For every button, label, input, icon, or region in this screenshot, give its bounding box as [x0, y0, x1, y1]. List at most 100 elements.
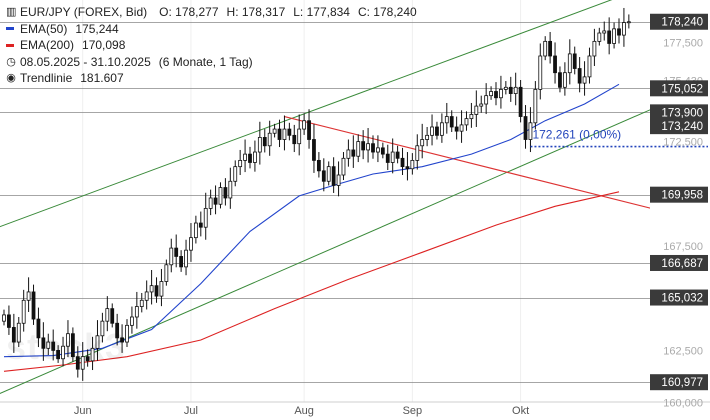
candle-body	[159, 281, 164, 297]
price-label-box	[650, 186, 708, 203]
gridlines	[0, 0, 710, 403]
legend-ema200-value: 170,098	[82, 38, 126, 52]
price-label-box	[650, 104, 708, 121]
candle-body	[626, 21, 631, 24]
candle-body	[533, 89, 538, 124]
ema200-swatch-icon	[6, 43, 14, 47]
candle-body	[51, 341, 56, 351]
candle-body	[297, 128, 302, 145]
candle-body	[41, 337, 46, 349]
candle-body	[287, 128, 292, 136]
candle-body	[100, 320, 105, 337]
candle-body	[120, 337, 124, 343]
y-tick-label: 162,500	[663, 345, 703, 357]
price-label-box	[650, 118, 708, 135]
candle-body	[543, 40, 548, 57]
price-label-box	[650, 13, 708, 30]
price-label-box	[650, 254, 708, 271]
channel-upper-line	[0, 0, 613, 228]
target-icon: ◉	[6, 72, 16, 84]
candle-body	[341, 157, 346, 176]
candle-body	[582, 76, 587, 84]
candle-body	[380, 147, 385, 155]
x-tick-label: Aug	[294, 405, 314, 417]
candle-body	[499, 89, 503, 99]
candle-body	[356, 141, 361, 157]
candle-body	[164, 264, 169, 282]
candle-body	[376, 147, 380, 153]
candle-body	[208, 197, 213, 209]
candle-body	[277, 128, 282, 140]
candle-body	[233, 166, 238, 182]
candle-body	[139, 299, 144, 307]
candle-body	[56, 349, 61, 360]
price-label-text: 169,958	[661, 190, 703, 202]
candle-body	[410, 159, 415, 170]
candle-body	[198, 222, 203, 228]
candle-body	[70, 333, 75, 358]
y-tick-label: 167,500	[663, 241, 703, 253]
candle-body	[405, 166, 410, 170]
price-label-text: 160,977	[661, 377, 703, 389]
candle-body	[223, 187, 228, 199]
candle-body	[597, 32, 602, 42]
chart-legend: ▥ EUR/JPY (FOREX, Bid) O: 178,277 H: 178…	[6, 4, 417, 87]
candle-body	[272, 128, 277, 134]
legend-trendline-value: 181.607	[80, 71, 124, 85]
candle-body	[321, 170, 326, 182]
candle-body	[587, 55, 592, 78]
legend-trendline-row: ◉ Trendlinie 181.607	[6, 70, 417, 87]
candle-body	[430, 126, 434, 136]
candle-body	[553, 55, 557, 74]
candle-body	[420, 139, 425, 147]
candle-body	[464, 118, 469, 126]
candle-body	[577, 68, 582, 84]
candle-body	[80, 356, 85, 370]
candle-body	[26, 291, 31, 301]
candle-body	[149, 285, 154, 293]
candle-body	[307, 120, 311, 140]
candle-body	[548, 40, 553, 57]
candle-body	[193, 222, 198, 239]
legend-ema50-value: 175,244	[75, 21, 119, 36]
candle-body	[257, 137, 262, 153]
candle-body	[203, 208, 208, 228]
price-label-box	[650, 289, 708, 306]
candle-body	[444, 116, 449, 124]
candle-body	[90, 347, 95, 362]
candle-body	[134, 306, 139, 318]
price-label-text: 166,687	[661, 258, 703, 270]
x-tick-label: Sep	[403, 405, 423, 417]
candle-body	[105, 308, 110, 322]
price-label-text: 173,240	[661, 121, 703, 133]
horizontal-levels	[0, 22, 650, 383]
candle-body	[336, 174, 341, 186]
legend-ema50-label: EMA(50)	[20, 21, 68, 36]
candle-body	[292, 134, 297, 145]
candle-body	[61, 345, 65, 360]
candle-body	[503, 86, 508, 90]
candles	[2, 7, 631, 381]
legend-low: L: 177,834	[293, 5, 350, 19]
legend-instrument: EUR/JPY (FOREX, Bid)	[20, 5, 148, 19]
candle-body	[36, 318, 41, 339]
legend-period-detail: (6 Monate, 1 Tag)	[158, 54, 253, 69]
candle-body	[361, 141, 366, 151]
price-label-text: 165,032	[661, 293, 703, 305]
candle-body	[228, 180, 233, 199]
candle-body	[612, 28, 616, 44]
candle-body	[346, 149, 351, 159]
candle-body	[435, 126, 439, 136]
candle-body	[528, 122, 533, 140]
candle-body	[169, 247, 174, 266]
candle-body	[572, 53, 577, 69]
candle-body	[46, 341, 51, 349]
candle-body	[508, 86, 513, 94]
candle-body	[602, 30, 607, 34]
legend-period: 08.05.2025 - 31.10.2025	[20, 54, 151, 69]
candle-body	[395, 151, 400, 159]
candle-body	[479, 103, 484, 107]
annotations: 172,261 (0,00%)	[530, 128, 708, 148]
